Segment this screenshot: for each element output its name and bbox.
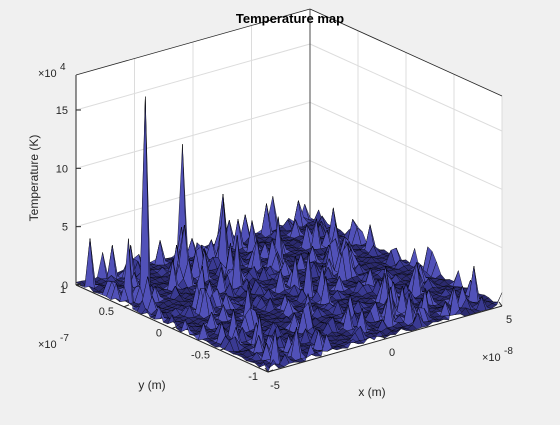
y-tick-label: -1 [248, 371, 258, 383]
y-tick-label: 0 [156, 328, 162, 340]
y-tick-label: -0.5 [191, 349, 210, 361]
x-multiplier-exponent: -8 [504, 346, 513, 357]
chart-title: Temperature map [236, 11, 344, 26]
x-axis-label: x (m) [358, 385, 385, 399]
z-multiplier-base: ×10 [38, 68, 57, 80]
y-multiplier-base: ×10 [38, 339, 57, 351]
x-multiplier-base: ×10 [482, 352, 501, 364]
x-tick-label: -5 [270, 380, 280, 392]
z-axis-label: Temperature (K) [27, 135, 41, 222]
x-tick-label: 5 [506, 314, 512, 326]
y-multiplier-exponent: -7 [60, 333, 69, 344]
y-axis-label: y (m) [138, 378, 165, 392]
z-tick-label: 15 [56, 105, 68, 117]
z-multiplier-exponent: 4 [60, 62, 66, 73]
y-tick-label: 1 [60, 284, 66, 296]
x-tick-label: 0 [389, 347, 395, 359]
z-tick-label: 5 [62, 222, 68, 234]
y-tick-label: 0.5 [99, 306, 114, 318]
z-tick-label: 10 [56, 163, 68, 175]
